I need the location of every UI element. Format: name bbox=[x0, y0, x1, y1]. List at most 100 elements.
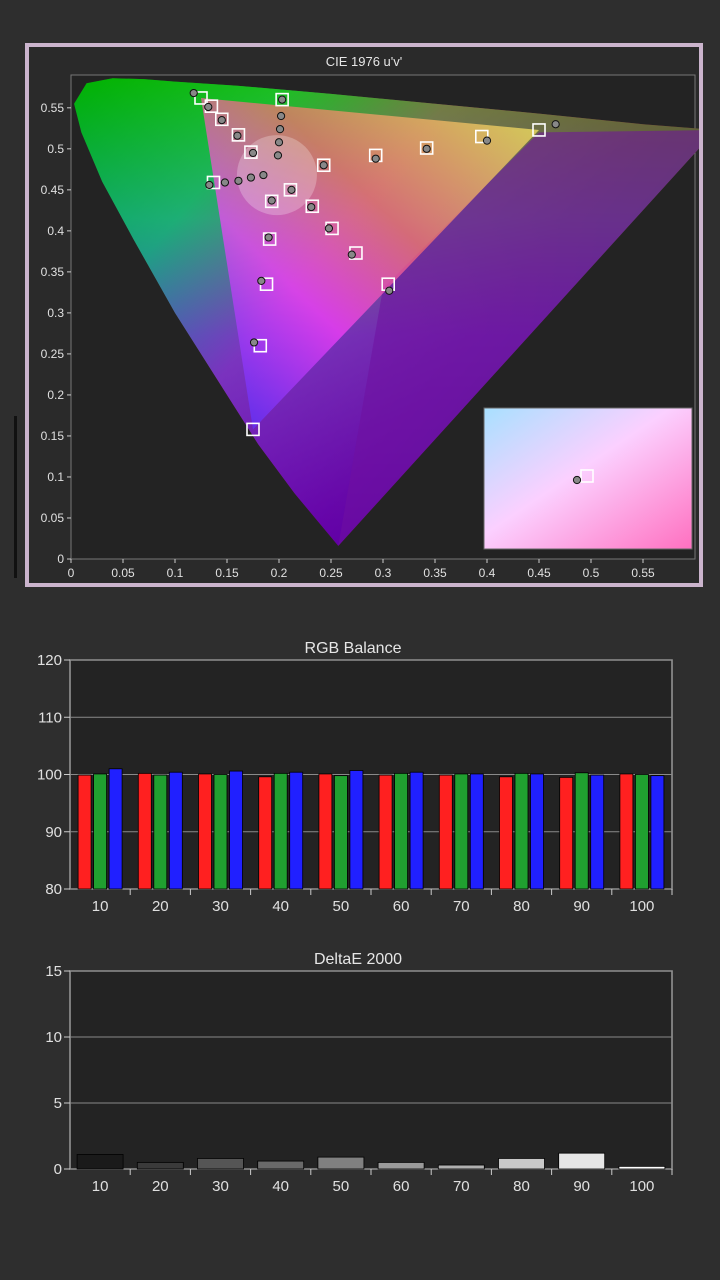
x-tick-label: 40 bbox=[272, 898, 289, 915]
x-tick-label: 90 bbox=[573, 1178, 590, 1195]
y-tick-label: 0.15 bbox=[41, 429, 65, 443]
measured-point bbox=[274, 138, 284, 147]
x-tick-label: 60 bbox=[393, 1178, 410, 1195]
y-tick-label: 110 bbox=[38, 709, 62, 726]
bar bbox=[377, 1161, 425, 1170]
bar bbox=[618, 1165, 666, 1170]
deltae-panel: DeltaE 2000 0 5 10 15 10 20 30 40 50 60 70 80 90 100 bbox=[0, 940, 720, 1200]
bar bbox=[257, 1160, 305, 1170]
measured-point bbox=[234, 176, 243, 185]
x-tick-label: 0.25 bbox=[319, 566, 343, 580]
y-tick-label: 0.35 bbox=[41, 265, 65, 279]
target-square bbox=[275, 92, 289, 107]
measured-point bbox=[267, 196, 276, 205]
y-tick-label: 0.2 bbox=[47, 388, 64, 402]
y-tick-label: 0.25 bbox=[41, 347, 65, 361]
target-square bbox=[231, 128, 246, 142]
cie-chart: CIE 1976 u'v' 0 0.05 0.1 0.15 0.2 0.25 0.3 0.35… bbox=[41, 54, 716, 580]
target-square bbox=[246, 422, 260, 437]
bar bbox=[574, 772, 589, 890]
bar bbox=[349, 770, 364, 890]
x-tick-label: 70 bbox=[453, 1178, 470, 1195]
measured-point bbox=[276, 111, 286, 121]
x-tick-label: 0.35 bbox=[423, 566, 447, 580]
y-tick-label: 0 bbox=[54, 1161, 62, 1178]
measured-point bbox=[273, 151, 283, 160]
target-square bbox=[316, 158, 331, 173]
measured-point bbox=[278, 95, 287, 104]
x-tick-label: 0.3 bbox=[375, 566, 392, 580]
measured-point bbox=[189, 88, 198, 98]
measured-point bbox=[422, 144, 431, 153]
bar bbox=[136, 1161, 184, 1170]
bar bbox=[168, 771, 183, 890]
target-square bbox=[283, 183, 298, 197]
measured-point bbox=[324, 224, 334, 233]
bar bbox=[499, 776, 513, 890]
y-tick-label: 0.4 bbox=[47, 224, 64, 238]
x-tick-label: 100 bbox=[629, 898, 654, 915]
bar bbox=[273, 772, 288, 890]
bar bbox=[469, 773, 484, 890]
bar bbox=[378, 774, 393, 890]
measured-point bbox=[385, 286, 394, 295]
deltae-chart: DeltaE 2000 0 5 10 15 10 20 30 40 50 60 70 80 90 100 bbox=[45, 951, 673, 1195]
bar bbox=[77, 774, 92, 890]
bar bbox=[498, 1158, 545, 1170]
measured-point bbox=[204, 102, 213, 112]
deltae-title: DeltaE 2000 bbox=[314, 951, 402, 968]
x-tick-label: 20 bbox=[152, 898, 169, 915]
x-tick-label: 40 bbox=[272, 1178, 289, 1195]
measured-point bbox=[248, 148, 258, 158]
bar bbox=[619, 773, 634, 890]
y-tick-label: 120 bbox=[37, 652, 62, 669]
x-tick-label: 0.1 bbox=[167, 566, 184, 580]
bar bbox=[229, 770, 243, 890]
measured-point bbox=[249, 338, 259, 347]
measured-point bbox=[217, 116, 226, 125]
target-square bbox=[262, 232, 277, 246]
measured-point bbox=[371, 154, 380, 163]
bar bbox=[394, 772, 409, 890]
rgb-balance-chart: RGB Balance 80 90 100 110 120 10 20 30 40 50 60 70 8… bbox=[37, 640, 673, 915]
x-tick-label: 80 bbox=[513, 898, 530, 915]
y-tick-label: 80 bbox=[45, 881, 62, 898]
x-tick-label: 90 bbox=[573, 898, 590, 915]
x-tick-label: 50 bbox=[333, 898, 350, 915]
measured-point bbox=[347, 250, 356, 259]
cie-chart-panel: CIE 1976 u'v' 0 0.05 0.1 0.15 0.2 0.25 0.3 0.35… bbox=[25, 43, 716, 587]
target-square bbox=[215, 112, 229, 127]
bar bbox=[93, 773, 107, 890]
target-square bbox=[419, 141, 434, 155]
target-square bbox=[264, 194, 279, 209]
inset-target-square bbox=[580, 469, 594, 483]
x-tick-label: 50 bbox=[333, 1178, 350, 1195]
y-tick-label: 0 bbox=[57, 552, 64, 566]
y-tick-label: 15 bbox=[45, 963, 62, 980]
x-tick-label: 0.55 bbox=[631, 566, 655, 580]
x-tick-label: 100 bbox=[629, 1178, 654, 1195]
target-square bbox=[305, 199, 320, 214]
bar bbox=[289, 771, 304, 890]
bar bbox=[514, 772, 529, 890]
measured-point bbox=[220, 178, 230, 187]
y-tick-label: 10 bbox=[45, 1029, 62, 1046]
x-tick-label: 10 bbox=[92, 898, 109, 915]
bar bbox=[530, 773, 544, 890]
x-tick-label: 70 bbox=[453, 898, 470, 915]
cie-title: CIE 1976 u'v' bbox=[326, 54, 403, 69]
bar bbox=[76, 1154, 124, 1170]
measured-point bbox=[205, 180, 214, 190]
measured-point bbox=[307, 202, 316, 212]
bar bbox=[333, 775, 348, 890]
measured-point bbox=[259, 170, 268, 180]
left-edge-mark bbox=[14, 416, 17, 578]
y-tick-label: 90 bbox=[45, 824, 62, 841]
measured-point bbox=[287, 185, 296, 194]
bar bbox=[454, 773, 469, 890]
y-tick-label: 5 bbox=[54, 1095, 62, 1112]
y-tick-label: 0.45 bbox=[41, 183, 65, 197]
x-tick-label: 0 bbox=[68, 566, 75, 580]
bar bbox=[437, 1164, 485, 1170]
target-square bbox=[532, 123, 546, 137]
